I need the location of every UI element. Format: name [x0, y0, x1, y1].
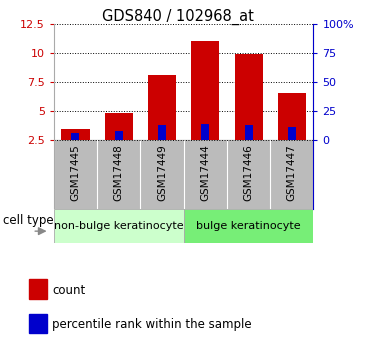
Bar	[29, 279, 47, 299]
Bar	[115, 131, 123, 139]
Bar	[244, 125, 253, 139]
Text: GDS840 / 102968_at: GDS840 / 102968_at	[102, 9, 254, 25]
Bar	[288, 127, 296, 139]
Bar	[105, 113, 133, 139]
Bar	[54, 209, 184, 243]
Text: bulge keratinocyte: bulge keratinocyte	[196, 221, 301, 231]
Bar	[234, 54, 263, 139]
Bar	[29, 314, 47, 333]
Bar	[54, 139, 313, 209]
Bar	[184, 209, 313, 243]
Text: GSM17444: GSM17444	[200, 145, 210, 201]
Text: GSM17448: GSM17448	[114, 145, 124, 201]
Bar	[191, 41, 219, 139]
Text: cell type: cell type	[3, 214, 53, 227]
Text: GSM17449: GSM17449	[157, 145, 167, 201]
Bar	[61, 129, 89, 139]
Bar	[158, 125, 166, 139]
Bar	[148, 75, 176, 139]
Bar	[72, 132, 79, 139]
Text: GSM17446: GSM17446	[244, 145, 253, 201]
Text: non-bulge keratinocyte: non-bulge keratinocyte	[54, 221, 184, 231]
Text: GSM17447: GSM17447	[287, 145, 297, 201]
Text: GSM17445: GSM17445	[70, 145, 81, 201]
Bar	[278, 93, 306, 139]
Text: count: count	[52, 284, 85, 297]
Text: percentile rank within the sample: percentile rank within the sample	[52, 318, 252, 332]
Bar	[201, 124, 209, 139]
